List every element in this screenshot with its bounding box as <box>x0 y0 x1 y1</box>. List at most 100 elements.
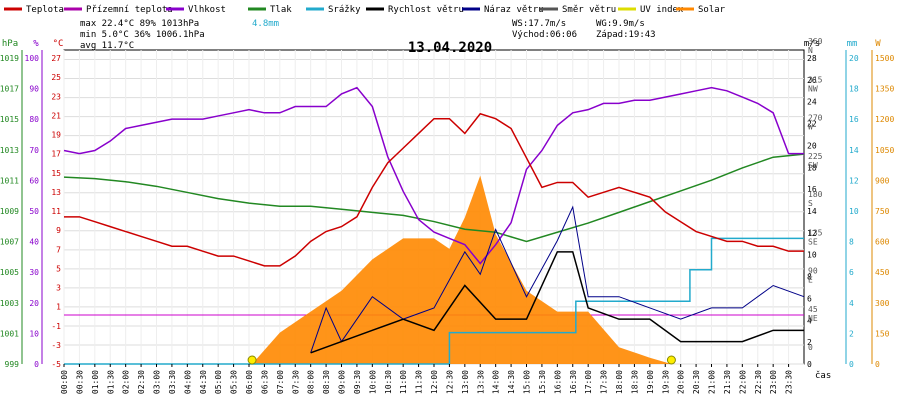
x-tick-label: 20:30 <box>692 370 701 394</box>
direction-tick-label: N <box>808 46 813 55</box>
axis-tick-label: 18 <box>807 163 817 172</box>
x-tick-label: 05:30 <box>230 370 239 394</box>
axis-tick-label: -3 <box>51 341 61 350</box>
axis-tick-label: 13 <box>51 188 61 197</box>
x-tick-label: 17:00 <box>584 370 593 394</box>
x-tick-label: 16:30 <box>569 370 578 394</box>
direction-tick-label: W <box>808 123 813 132</box>
axis-tick-label: 14 <box>849 146 859 155</box>
direction-tick-label: S <box>808 199 813 208</box>
x-tick-label: 15:30 <box>538 370 547 394</box>
axis-tick-label: 80 <box>29 115 39 124</box>
chart-title: 13.04.2020 <box>408 40 492 56</box>
x-tick-label: 10:30 <box>384 370 393 394</box>
axis-tick-label: 25 <box>51 73 61 82</box>
axis-tick-label: 1005 <box>0 268 19 277</box>
axis-unit-label: hPa <box>2 39 18 49</box>
x-tick-label: 08:30 <box>322 370 331 394</box>
direction-tick-label: 90 <box>808 267 818 276</box>
axis-tick-label: 19 <box>51 131 61 140</box>
x-tick-label: 09:00 <box>338 370 347 394</box>
x-tick-label: 21:30 <box>723 370 732 394</box>
x-tick-label: 03:30 <box>168 370 177 394</box>
pressure-line <box>63 153 805 243</box>
series-layer <box>63 86 805 365</box>
axis-tick-label: 20 <box>807 141 817 150</box>
x-tick-label: 22:30 <box>754 370 763 394</box>
axis-tick-label: 1015 <box>0 115 19 124</box>
legend-label: Náraz větru <box>484 5 544 15</box>
axis-tick-label: 1003 <box>0 299 19 308</box>
axis-unit-label: % <box>33 39 39 49</box>
x-tick-label: 03:00 <box>153 370 162 394</box>
legend-label: Směr větru <box>562 5 616 15</box>
legend-label: UV index <box>640 5 684 15</box>
axis-tick-label: 1019 <box>0 54 19 63</box>
direction-tick-label: 45 <box>808 305 818 314</box>
x-tick-label: 14:30 <box>507 370 516 394</box>
axis-tick-label: 900 <box>875 176 890 185</box>
x-tick-label: 11:00 <box>399 370 408 394</box>
x-tick-label: 21:00 <box>708 370 717 394</box>
solar-area <box>252 175 672 364</box>
axis-tick-label: 70 <box>29 146 39 155</box>
axis-tick-label: 10 <box>807 251 817 260</box>
axis-tick-label: 12 <box>849 176 859 185</box>
axis-tick-label: 60 <box>29 176 39 185</box>
temperature-line <box>64 112 804 267</box>
axis-tick-label: 1001 <box>0 329 19 338</box>
legend: Teplota Přízemní teplota Vlhkost Tlak Srážky… <box>4 5 726 15</box>
axis-tick-label: 150 <box>875 329 890 338</box>
axis-tick-label: 17 <box>51 150 61 159</box>
axis-tick-label: 20 <box>29 299 39 308</box>
x-tick-label: 09:30 <box>353 370 362 394</box>
axis-tick-label: 1050 <box>875 146 894 155</box>
stat-wg: WG:9.9m/s <box>596 19 645 29</box>
axis-tick-label: 1011 <box>0 176 19 185</box>
axis-tick-label: 2 <box>807 338 812 347</box>
x-tick-label: 13:00 <box>461 370 470 394</box>
legend-label: Srážky <box>328 5 361 15</box>
axis-tick-label: -5 <box>51 360 61 369</box>
axis-tick-label: 1017 <box>0 85 19 94</box>
axis-unit-label: °C <box>53 39 64 49</box>
x-tick-label: 19:30 <box>661 370 670 394</box>
axis-unit-label: mm <box>847 39 858 49</box>
direction-tick-label: SE <box>808 237 818 246</box>
x-tick-label: 01:30 <box>106 370 115 394</box>
axis-tick-label: 90 <box>29 85 39 94</box>
axis-tick-label: 15 <box>51 169 61 178</box>
stat-rain: 4.8mm <box>252 19 279 29</box>
axis-tick-label: 0 <box>34 360 39 369</box>
axis-tick-label: 4 <box>807 316 812 325</box>
x-tick-label: 22:00 <box>738 370 747 394</box>
direction-tick-label: 315 <box>808 75 823 84</box>
axis-tick-label: 12 <box>807 229 817 238</box>
x-axis: 00:00 00:30 01:00 01:30 02:00 02:30 03:00 03:30… <box>60 364 831 394</box>
direction-tick-label: 225 <box>808 152 823 161</box>
stat-sunset: Západ:19:43 <box>596 30 656 40</box>
direction-tick-label: 270 <box>808 114 823 123</box>
direction-tick-label: 135 <box>808 228 823 237</box>
x-tick-label: 00:30 <box>75 370 84 394</box>
axis-tick-label: 750 <box>875 207 890 216</box>
axis-tick-label: 11 <box>51 207 61 216</box>
axis-tick-label: 1007 <box>0 238 19 247</box>
axis-tick-label: 999 <box>5 360 20 369</box>
axis-tick-label: 1009 <box>0 207 19 216</box>
axis-tick-label: 300 <box>875 299 890 308</box>
direction-tick-label: NW <box>808 84 818 93</box>
axis-tick-label: 1500 <box>875 54 894 63</box>
x-unit-label: čas <box>815 370 831 381</box>
axis-tick-label: 23 <box>51 92 61 101</box>
axis-tick-label: 8 <box>849 238 854 247</box>
right-axes: m/s0246810121416182022242628045NE90E135S… <box>803 37 894 369</box>
x-tick-label: 19:00 <box>646 370 655 394</box>
axis-tick-label: 21 <box>51 111 61 120</box>
x-tick-label: 11:30 <box>415 370 424 394</box>
x-tick-label: 12:00 <box>430 370 439 394</box>
x-tick-label: 13:30 <box>476 370 485 394</box>
axis-tick-label: 30 <box>29 268 39 277</box>
axis-tick-label: 1200 <box>875 115 894 124</box>
